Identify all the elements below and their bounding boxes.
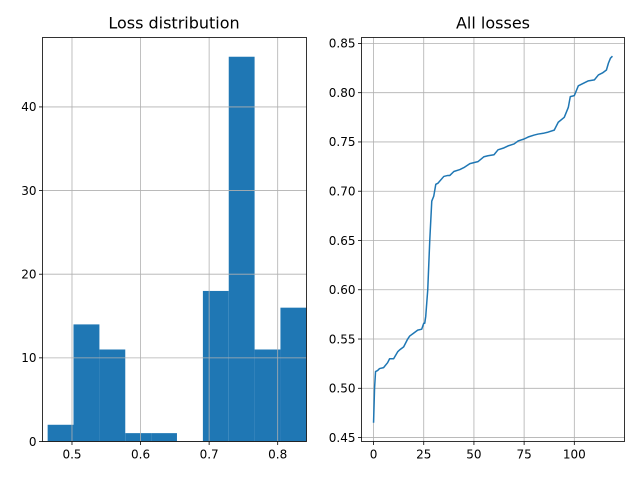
- histogram-ticks: 0.5 0.6 0.7 0.8 0 10 20 30 40: [21, 100, 287, 461]
- histogram-bar: [254, 349, 281, 442]
- histogram-panel: Loss distribution 0.5 0.6 0.7 0.8 0 10 20 30 40: [21, 14, 307, 462]
- histogram-bar: [73, 324, 100, 442]
- y-tick-label: 30: [21, 184, 36, 198]
- histogram-bar: [228, 56, 255, 442]
- line-grid: [361, 37, 625, 442]
- line-axes-frame: [361, 37, 625, 442]
- y-tick-label: 0.80: [329, 86, 356, 100]
- histogram-axes-frame: [42, 37, 307, 442]
- histogram-title: Loss distribution: [108, 14, 239, 33]
- histogram-bar: [280, 307, 307, 442]
- histogram-bars: [47, 56, 307, 442]
- x-tick-label: 0.5: [62, 448, 81, 462]
- histogram-bar: [125, 433, 152, 442]
- histogram-bar: [151, 433, 177, 442]
- y-tick-label: 0.60: [329, 283, 356, 297]
- x-tick-label: 75: [516, 448, 531, 462]
- loss-series-line: [372, 55, 613, 423]
- y-tick-label: 0.70: [329, 185, 356, 199]
- x-tick-label: 0.7: [200, 448, 219, 462]
- y-tick-label: 0: [29, 435, 37, 449]
- x-tick-label: 50: [466, 448, 481, 462]
- x-tick-label: 0.6: [131, 448, 150, 462]
- y-tick-label: 10: [21, 351, 36, 365]
- y-tick-label: 0.75: [329, 135, 356, 149]
- y-tick-label: 0.65: [329, 234, 356, 248]
- y-tick-label: 0.45: [329, 431, 356, 445]
- y-tick-label: 0.85: [329, 37, 356, 51]
- histogram-bar: [47, 424, 74, 442]
- x-tick-label: 25: [416, 448, 431, 462]
- y-tick-label: 0.50: [329, 382, 356, 396]
- x-tick-label: 0.8: [268, 448, 287, 462]
- line-title: All losses: [456, 14, 530, 33]
- y-tick-label: 20: [21, 268, 36, 282]
- histogram-bar: [202, 290, 229, 442]
- y-tick-label: 40: [21, 100, 36, 114]
- x-tick-label: 100: [563, 448, 586, 462]
- histogram-bar: [99, 349, 126, 442]
- x-tick-label: 0: [370, 448, 378, 462]
- y-tick-label: 0.55: [329, 332, 356, 346]
- line-ticks: 0 25 50 75 100 0.45 0.50 0.55 0.60 0.65 0.70 0.75 0.…: [329, 37, 586, 462]
- line-panel: All losses 0 25 50 75 100 0.45 0.50 0.55 0.60 0.6…: [329, 14, 625, 462]
